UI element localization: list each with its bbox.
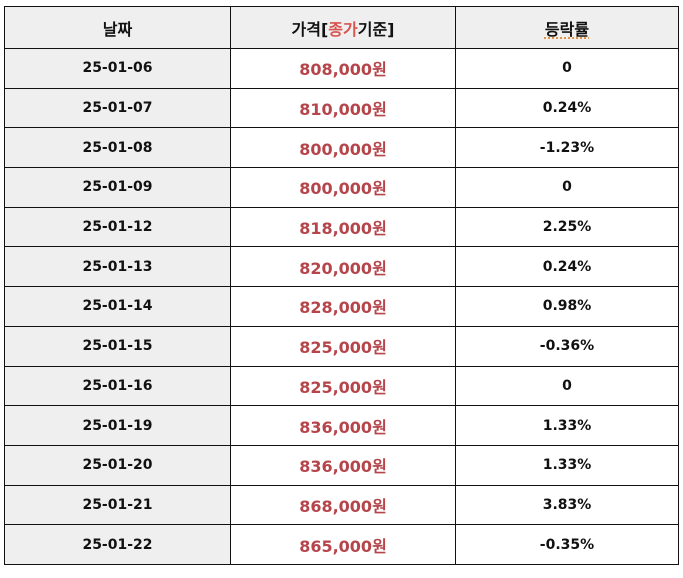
rate-cell: 0.24%	[455, 87, 679, 129]
price-cell: 836,000원	[230, 444, 456, 486]
header-price-suffix: 기준]	[357, 19, 395, 39]
table-row: 25-01-15 825,000원 -0.36%	[4, 325, 679, 367]
table-row: 25-01-06 808,000원 0	[4, 48, 679, 89]
header-rate: 등락률	[455, 6, 679, 49]
date-cell: 25-01-12	[4, 206, 231, 248]
price-cell: 828,000원	[230, 286, 456, 327]
header-price: 가격[종가기준]	[230, 6, 456, 49]
header-date-label: 날짜	[102, 19, 133, 39]
rate-cell: -0.36%	[455, 325, 679, 367]
table-header-row: 날짜 가격[종가기준] 등락률	[4, 6, 679, 49]
date-cell: 25-01-13	[4, 246, 231, 288]
price-cell: 808,000원	[230, 48, 456, 89]
table-row: 25-01-16 825,000원 0	[4, 365, 679, 407]
price-cell: 810,000원	[230, 87, 456, 129]
price-cell: 800,000원	[230, 127, 456, 169]
date-cell: 25-01-09	[4, 167, 231, 208]
table-row: 25-01-08 800,000원 -1.23%	[4, 127, 679, 169]
price-cell: 825,000원	[230, 325, 456, 367]
price-cell: 820,000원	[230, 246, 456, 288]
rate-cell: 0	[455, 365, 679, 407]
rate-cell: 2.25%	[455, 206, 679, 248]
rate-cell: 0.98%	[455, 286, 679, 327]
price-cell: 868,000원	[230, 484, 456, 526]
date-cell: 25-01-07	[4, 87, 231, 129]
date-cell: 25-01-08	[4, 127, 231, 169]
date-cell: 25-01-19	[4, 405, 231, 446]
header-price-highlight: 종가	[328, 19, 358, 39]
date-cell: 25-01-22	[4, 524, 231, 565]
rate-cell: 1.33%	[455, 405, 679, 446]
header-rate-label: 등락률	[544, 19, 590, 39]
date-cell: 25-01-14	[4, 286, 231, 327]
header-price-prefix: 가격[	[291, 19, 329, 39]
rate-cell: 3.83%	[455, 484, 679, 526]
table-row: 25-01-20 836,000원 1.33%	[4, 444, 679, 486]
stock-price-table: 날짜 가격[종가기준] 등락률 25-01-06 808,000원 0 25-01-…	[4, 6, 679, 565]
rate-cell: -0.35%	[455, 524, 679, 565]
date-cell: 25-01-16	[4, 365, 231, 407]
table-row: 25-01-22 865,000원 -0.35%	[4, 524, 679, 565]
table-row: 25-01-19 836,000원 1.33%	[4, 405, 679, 446]
rate-cell: 0	[455, 48, 679, 89]
table-row: 25-01-13 820,000원 0.24%	[4, 246, 679, 288]
rate-cell: 1.33%	[455, 444, 679, 486]
header-date: 날짜	[4, 6, 231, 49]
date-cell: 25-01-06	[4, 48, 231, 89]
price-cell: 800,000원	[230, 167, 456, 208]
price-cell: 825,000원	[230, 365, 456, 407]
table-row: 25-01-09 800,000원 0	[4, 167, 679, 208]
table-row: 25-01-14 828,000원 0.98%	[4, 286, 679, 327]
table-row: 25-01-21 868,000원 3.83%	[4, 484, 679, 526]
date-cell: 25-01-20	[4, 444, 231, 486]
price-cell: 836,000원	[230, 405, 456, 446]
rate-cell: -1.23%	[455, 127, 679, 169]
price-cell: 818,000원	[230, 206, 456, 248]
rate-cell: 0	[455, 167, 679, 208]
price-cell: 865,000원	[230, 524, 456, 565]
table-row: 25-01-12 818,000원 2.25%	[4, 206, 679, 248]
date-cell: 25-01-21	[4, 484, 231, 526]
table-row: 25-01-07 810,000원 0.24%	[4, 87, 679, 129]
date-cell: 25-01-15	[4, 325, 231, 367]
rate-cell: 0.24%	[455, 246, 679, 288]
